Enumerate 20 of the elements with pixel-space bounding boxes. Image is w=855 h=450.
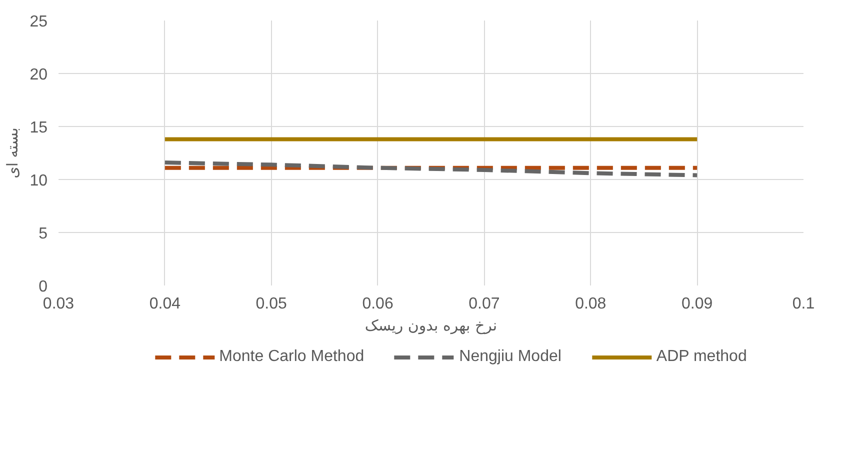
legend-label: ADP method [656, 348, 747, 366]
x-tick-label: 0.03 [42, 296, 74, 312]
y-axis-title: بسته ای [4, 128, 22, 178]
legend-label: Monte Carlo Method [219, 348, 364, 366]
y-tick-label: 20 [30, 66, 48, 84]
x-tick-label: 0.09 [682, 296, 713, 312]
x-tick-label: 0.08 [575, 296, 606, 312]
x-tick-label: 0.04 [149, 296, 181, 312]
y-tick-label: 15 [30, 120, 48, 136]
x-tick-label: 0.06 [362, 296, 394, 312]
y-tick-label: 0 [38, 278, 48, 296]
legend-label: Nengjiu Model [459, 348, 562, 366]
line-series [162, 160, 700, 178]
y-tick-label: 5 [38, 226, 48, 242]
x-tick-label: 0.1 [792, 296, 815, 312]
y-tick-label: 10 [30, 172, 48, 190]
x-axis-title: نرخ بهره بدون ریسک [364, 316, 498, 334]
x-tick-label: 0.07 [468, 296, 500, 312]
x-tick-label: 0.05 [256, 296, 288, 312]
y-tick-label: 25 [30, 14, 48, 30]
